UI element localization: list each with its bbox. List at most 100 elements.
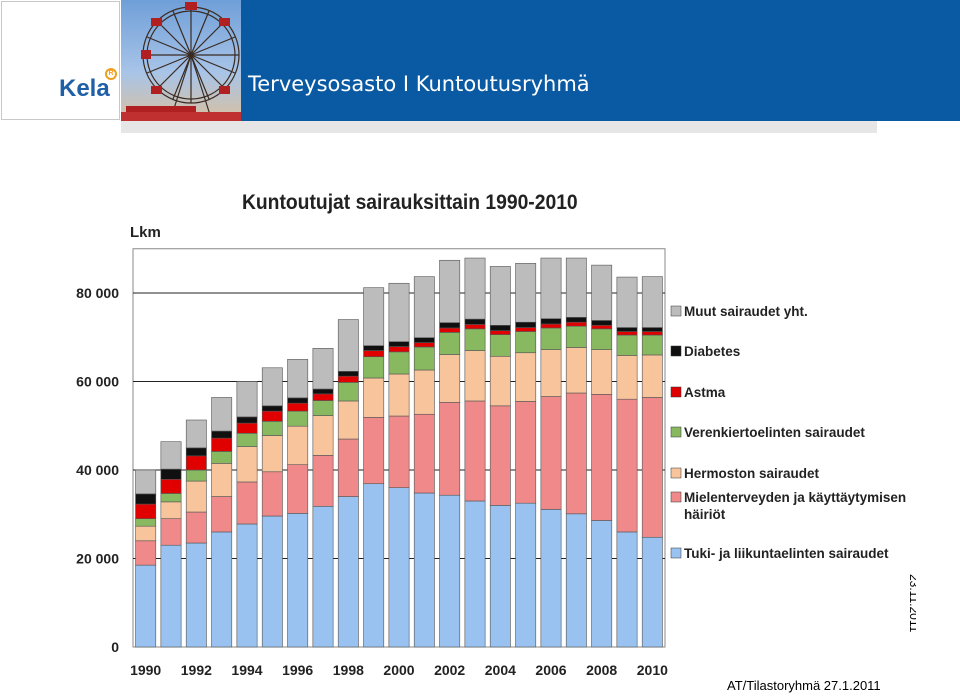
x-tick-label: 2002 [434,662,465,678]
side-date-text: 23.11.2011 [907,574,916,633]
y-tick-label: 20 000 [76,551,119,567]
bar-segment [211,437,233,452]
legend-label: Tuki- ja liikuntaelinten sairaudet [684,546,889,561]
bar-segment [565,257,587,318]
bar-segment [287,359,309,399]
bar-segment [565,317,587,323]
header-band [241,0,960,121]
bar-segment [363,345,385,351]
bar-segment [489,325,511,331]
bar-segment [337,400,359,440]
bar-segment [337,496,359,648]
bar-segment [540,349,562,397]
bar-segment [591,320,613,326]
bar-segment [591,349,613,395]
bar-segment [616,276,638,328]
y-tick-label: 80 000 [76,285,119,301]
bar-segment [261,515,283,648]
bar-segment [287,410,309,427]
bar-segment [464,318,486,325]
bar-segment [185,511,207,544]
legend-swatch [670,547,682,559]
bar-segment [261,410,283,422]
bar-segment [261,435,283,473]
bar-segment [211,496,233,533]
legend-label: Mielenterveyden ja käyttäytymisen häiriöt [684,490,906,522]
x-tick-label: 2010 [637,662,668,678]
legend-label: Diabetes [684,344,740,359]
bar-segment [236,422,258,434]
bar-segment [312,415,334,456]
x-tick-label: 1992 [181,662,212,678]
bar-segment [363,417,385,485]
bar-segment [388,351,410,375]
bar-segment [439,401,461,496]
bar-segment [388,373,410,417]
legend-label: Muut sairaudet yht. [684,304,808,319]
bar-segment [464,328,486,351]
bar-segment [287,425,309,465]
bar-segment [312,400,334,416]
bar-segment [363,350,385,358]
bar-segment [413,492,435,648]
y-tick-label: 0 [111,639,119,655]
bar-segment [641,327,663,332]
bar-segment [439,354,461,403]
bar-segment [135,469,157,495]
bar-segment [236,446,258,483]
bar-segment [616,531,638,648]
bar-segment [464,257,486,320]
x-tick-label: 2004 [485,662,516,678]
bar-segment [211,397,233,432]
bar-segment [337,438,359,497]
x-tick-label: 2008 [586,662,617,678]
bar-segment [413,276,435,338]
bar-segment [439,327,461,333]
bar-segment [388,346,410,353]
bar-segment [312,388,334,395]
bar-segment [388,487,410,648]
bar-segment [489,405,511,506]
bar-segment [287,464,309,514]
bar-segment [312,455,334,507]
legend-swatch [670,491,682,503]
y-tick-label: 40 000 [76,462,119,478]
bar-segment [261,367,283,407]
bar-segment [312,348,334,390]
bar-segment [641,334,663,356]
bar-segment [185,455,207,471]
legend-swatch [670,345,682,357]
bar-segment [261,471,283,517]
header-divider-strip [121,121,877,133]
bar-segment [236,481,258,525]
bar-segment [616,398,638,533]
bar-segment [540,257,562,319]
bar-segment [211,531,233,648]
bar-segment [211,463,233,497]
bar-segment [616,331,638,336]
bar-segment [363,287,385,346]
x-tick-label: 1990 [130,662,161,678]
bar-segment [413,337,435,343]
bar-segment [591,520,613,648]
legend-swatch [670,305,682,317]
bar-segment [160,501,182,519]
bar-segment [464,500,486,648]
bar-segment [641,276,663,328]
bar-segment [185,480,207,513]
legend-label: Hermoston sairaudet [684,466,820,481]
bar-segment [616,355,638,400]
bar-segment [439,259,461,323]
bar-segment [515,502,537,648]
bar-segment [515,263,537,323]
bar-segment [489,330,511,335]
bar-segment [641,354,663,398]
bar-segment [236,432,258,447]
bar-segment [540,318,562,325]
bar-segment [641,536,663,648]
bar-segment [236,523,258,648]
legend-label: Astma [684,385,726,400]
bar-segment [489,266,511,326]
bar-segment [312,505,334,648]
